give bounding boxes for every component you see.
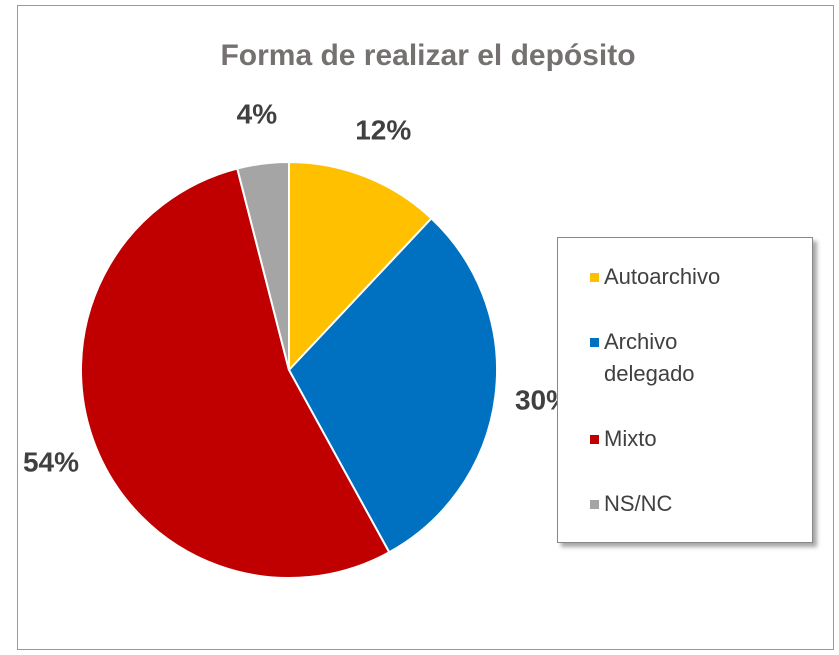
data-label: 54% — [23, 447, 79, 478]
pie-slice — [288, 160, 433, 373]
data-label: 12% — [355, 114, 411, 145]
legend-swatch — [590, 337, 599, 347]
pie-slice — [80, 167, 391, 579]
pie-slice — [236, 160, 290, 371]
legend-item: Mixto — [590, 423, 734, 455]
chart-title: Forma de realizar el depósito — [220, 39, 635, 72]
legend-label: Archivo delegado — [604, 328, 695, 386]
legend-label: NS/NC — [604, 490, 673, 516]
legend: Autoarchivo Archivo delegado Mixto NS/NC — [557, 237, 813, 543]
legend-item: Autoarchivo — [590, 261, 734, 293]
pie-slice — [287, 216, 498, 554]
legend-label: Autoarchivo — [604, 263, 721, 289]
legend-item: NS/NC — [590, 488, 734, 520]
legend-swatch — [590, 434, 599, 444]
legend-label: Mixto — [604, 425, 657, 451]
legend-swatch — [590, 272, 599, 282]
data-label: 4% — [237, 98, 278, 129]
legend-swatch — [590, 499, 599, 509]
legend-item: Archivo delegado — [590, 326, 734, 390]
